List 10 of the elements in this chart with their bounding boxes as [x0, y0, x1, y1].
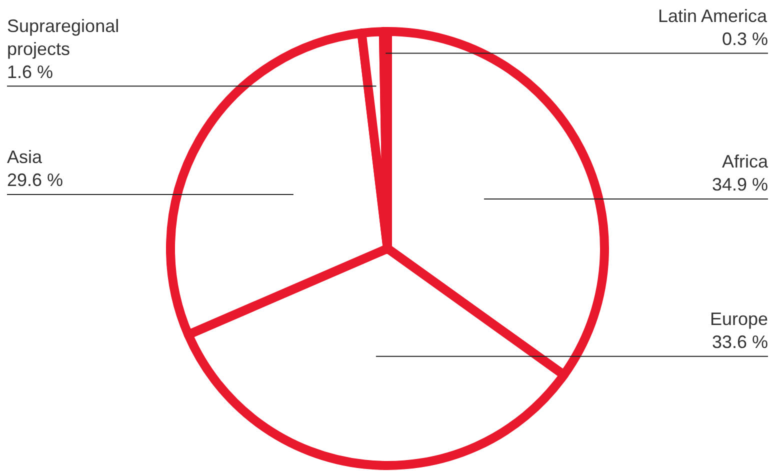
data-label: 1.6 %: [7, 62, 54, 82]
slice-label: Latin America: [658, 6, 768, 26]
slice-label: Europe: [710, 309, 768, 330]
data-label: 0.3 %: [722, 28, 768, 49]
data-label: 34.9 %: [712, 174, 768, 195]
slice-label: Supraregional projects: [7, 16, 120, 59]
data-label: 29.6 %: [7, 170, 64, 190]
data-label: 33.6 %: [712, 332, 768, 352]
slice-label: Africa: [722, 152, 769, 172]
slice-label: Asia: [7, 147, 44, 168]
